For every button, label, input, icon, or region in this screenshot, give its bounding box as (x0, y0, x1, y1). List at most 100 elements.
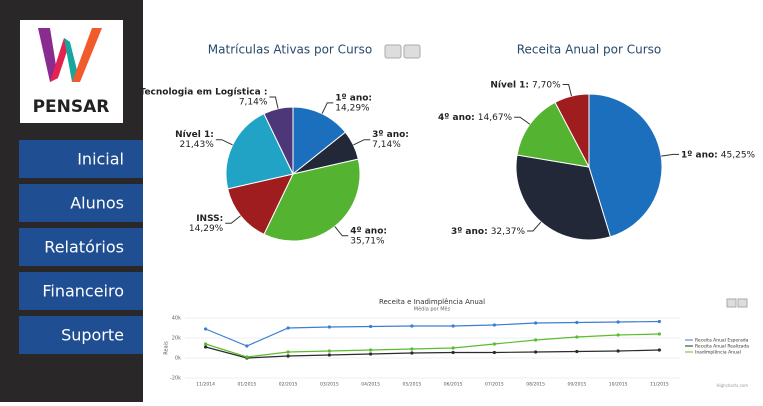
menu-button[interactable] (19, 272, 143, 310)
label-connector (225, 215, 241, 224)
logo-stroke (50, 38, 70, 82)
data-point (575, 349, 579, 354)
x-tick-label: 11/2014 (196, 382, 215, 388)
data-point (369, 352, 373, 356)
pie-slice (263, 158, 361, 242)
data-point (245, 344, 249, 348)
x-tick-label: 05/2015 (403, 382, 422, 388)
slice-name: Tecnologia em Logística : (140, 87, 268, 97)
logo-stroke (64, 38, 80, 82)
menu-label[interactable]: Alunos (70, 194, 124, 213)
y-tick-label: -20k (170, 376, 181, 382)
data-point (327, 353, 331, 357)
x-tick-label: 06/2015 (444, 382, 463, 388)
y-axis-label: Reais (164, 341, 170, 355)
print-button[interactable] (384, 44, 402, 59)
slice-value: 14,29% (335, 103, 370, 113)
slice-value: 7,70% (532, 80, 561, 90)
slice-value: 14,29% (189, 224, 224, 234)
slice-value: 14,67% (478, 113, 513, 123)
data-point (451, 324, 455, 328)
data-point (451, 350, 455, 355)
chart-subtitle: Média por Mês (414, 306, 451, 313)
menu-button[interactable] (19, 184, 143, 222)
data-point (616, 333, 620, 337)
slice-name: 1º ano: (335, 93, 372, 103)
series-line (205, 346, 660, 359)
slice-name: 1º ano: (681, 150, 718, 160)
data-point (286, 350, 290, 354)
data-point (327, 349, 331, 353)
logo-text: PENSAR (33, 97, 110, 117)
label-connector (661, 153, 680, 157)
download-button[interactable] (403, 44, 421, 59)
pie-slice (292, 106, 347, 176)
series-line (205, 320, 660, 347)
data-point (245, 355, 249, 359)
data-point (410, 324, 414, 328)
slice-label: 1º ano: 45,25% (681, 150, 755, 160)
label-connector (353, 139, 371, 146)
slice-name: 4º ano: (350, 226, 387, 236)
chart-title: Receita Anual por Curso (517, 43, 662, 57)
data-point (534, 350, 538, 354)
slice-name: Nível 1: (175, 130, 214, 140)
series-line (205, 333, 660, 358)
x-tick-label: 11/2015 (650, 382, 669, 388)
slice-label: 3º ano: 32,37% (451, 226, 525, 236)
data-point (327, 325, 331, 329)
x-tick-label: 01/2015 (238, 382, 257, 388)
data-point (286, 354, 290, 358)
legend-label: Inadimplência Anual (695, 349, 741, 356)
slice-label: 4º ano: 14,67% (438, 113, 512, 123)
data-point (410, 351, 414, 355)
pie-slice (515, 154, 612, 241)
pie-slice (263, 106, 294, 175)
data-point (616, 320, 620, 324)
data-point (657, 332, 661, 336)
data-point (492, 323, 496, 327)
legend-label: Receita Anual Realizada (695, 344, 749, 350)
menu-label[interactable]: Financeiro (42, 282, 124, 301)
slice-name: INSS: (196, 214, 223, 224)
menu-label[interactable]: Inicial (77, 150, 124, 169)
data-point (657, 319, 661, 324)
menu-label[interactable]: Relatórios (44, 238, 124, 257)
print-button[interactable] (726, 298, 737, 308)
data-point (616, 349, 620, 353)
x-tick-label: 03/2015 (320, 382, 339, 388)
label-connector (562, 83, 572, 97)
slice-value: 21,43% (179, 140, 214, 150)
menu-button[interactable] (19, 140, 143, 178)
export-buttons (384, 44, 748, 308)
data-point (451, 346, 455, 350)
slice-value: 7,14% (372, 140, 401, 150)
x-tick-label: 09/2015 (568, 382, 587, 388)
download-button[interactable] (737, 298, 748, 308)
menu-button[interactable] (19, 228, 143, 266)
menu-button[interactable] (19, 316, 143, 354)
data-point (204, 345, 208, 349)
x-tick-label: 04/2015 (361, 382, 380, 388)
data-point (204, 327, 208, 331)
menu: Inicial Alunos Relatórios Financeiro Suporte (19, 140, 143, 354)
credits: Highcharts.com (717, 383, 749, 388)
x-tick-label: 02/2015 (279, 382, 298, 388)
menu-label[interactable]: Suporte (61, 326, 124, 345)
x-tick-label: 07/2015 (485, 382, 504, 388)
pie-slice (588, 93, 663, 238)
data-point (575, 335, 579, 339)
slice-label: Nível 1: 7,70% (490, 80, 561, 90)
y-tick-label: 40k (172, 316, 181, 322)
chart-title: Matrículas Ativas por Curso (208, 43, 372, 57)
pie-slice (516, 101, 590, 168)
label-connector (527, 221, 542, 232)
data-point (410, 347, 414, 351)
label-connector (514, 116, 531, 125)
data-point (575, 320, 579, 325)
pie-slice (227, 173, 294, 236)
slice-value: 32,37% (491, 226, 526, 236)
slice-value: 35,71% (350, 236, 385, 246)
